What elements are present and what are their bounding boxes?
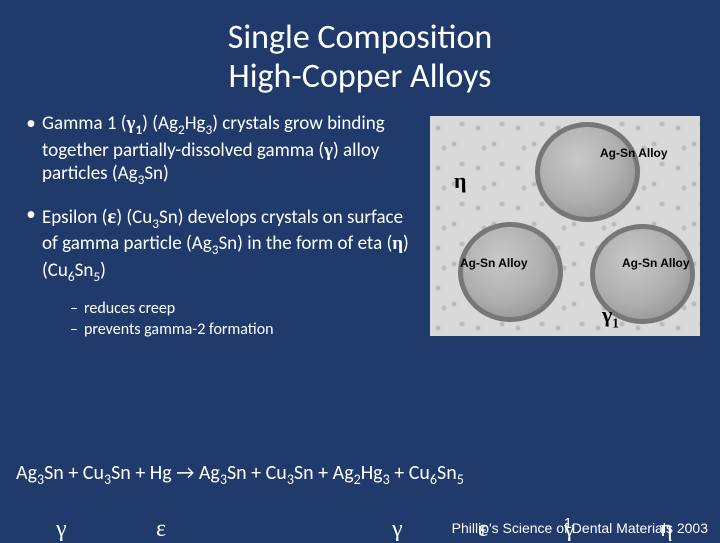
dash-icon: – [64,320,84,341]
sub: 3 [152,215,159,232]
title-line-2: High-Copper Alloys [229,56,492,97]
content-row: • Gamma 1 (γ1) (Ag2Hg3) crystals grow bi… [0,96,720,340]
bullet-dot-icon: • [20,203,42,285]
sub: 6 [430,471,437,488]
sub-bullets: – reduces creep – prevents gamma-2 forma… [64,299,422,341]
eq: Sn + Cu [44,461,104,485]
eq: Sn [437,461,457,485]
microstructure-diagram: Ag-Sn Alloy Ag-Sn Alloy Ag-Sn Alloy η γ1 [430,116,700,336]
gamma1-label: γ1 [602,302,619,331]
sub: 3 [220,471,227,488]
sub: 1 [612,316,619,331]
eq: + Cu [390,461,430,485]
slide-title: Single Composition High-Copper Alloys [0,0,720,96]
dash-icon: – [64,299,84,320]
eq: Ag [16,461,37,485]
phase-epsilon: ε [156,516,166,543]
citation: Phillip's Science of Dental Materials 20… [452,520,708,536]
arrow-icon: → [176,461,194,485]
epsilon-icon: ε [107,204,116,228]
reaction-equation: Ag3Sn + Cu3Sn + Hg → Ag3Sn + Cu3Sn + Ag2… [0,461,720,488]
label-right: Ag-Sn Alloy [622,256,690,270]
eq: Ag [194,461,220,485]
eq: Sn + Hg [111,461,176,485]
eq: Sn + Ag [294,461,354,485]
phase-gamma: γ [56,516,67,543]
sub-bullet-gamma2: – prevents gamma-2 formation [64,320,422,341]
sub: 5 [457,471,464,488]
label-left: Ag-Sn Alloy [460,256,528,270]
label-top: Ag-Sn Alloy [600,146,668,160]
sub-text: reduces creep [84,299,175,320]
txt: ) (Cu [116,206,152,229]
eta-label: η [454,168,467,194]
txt: Gamma 1 ( [42,112,127,135]
sub-text: prevents gamma-2 formation [84,320,274,341]
eq: Sn + Cu [227,461,287,485]
eq: Hg [361,461,383,485]
bullet-gamma1-text: Gamma 1 (γ1) (Ag2Hg3) crystals grow bind… [42,112,422,189]
sub: 2 [178,121,185,138]
eta-icon: η [392,233,403,254]
txt: Sn) in the form of eta ( [218,232,392,255]
alloy-particle-left [458,222,563,322]
sub: 2 [354,471,361,488]
gamma-icon: γ [324,140,333,161]
txt: Sn) [144,162,168,185]
alloy-particle-top [535,122,640,222]
bullet-dot-icon: • [20,112,42,189]
txt: Epsilon ( [42,206,107,229]
txt: Hg [185,112,206,135]
gamma-icon: γ [602,302,612,327]
txt: ) (Ag [142,112,178,135]
title-line-1: Single Composition [228,17,493,58]
sub: 6 [68,267,75,284]
bullet-gamma1: • Gamma 1 (γ1) (Ag2Hg3) crystals grow bi… [20,112,422,189]
bullet-epsilon-text: Epsilon (ε) (Cu3Sn) develops crystals on… [42,203,422,285]
sub: 3 [383,471,390,488]
sub-bullet-creep: – reduces creep [64,299,422,320]
phase-gamma-2: γ [392,516,403,543]
bullet-epsilon: • Epsilon (ε) (Cu3Sn) develops crystals … [20,203,422,285]
left-column: • Gamma 1 (γ1) (Ag2Hg3) crystals grow bi… [20,112,430,340]
txt: Sn [75,259,94,282]
txt: ) [100,259,106,282]
sub: 3 [287,471,294,488]
